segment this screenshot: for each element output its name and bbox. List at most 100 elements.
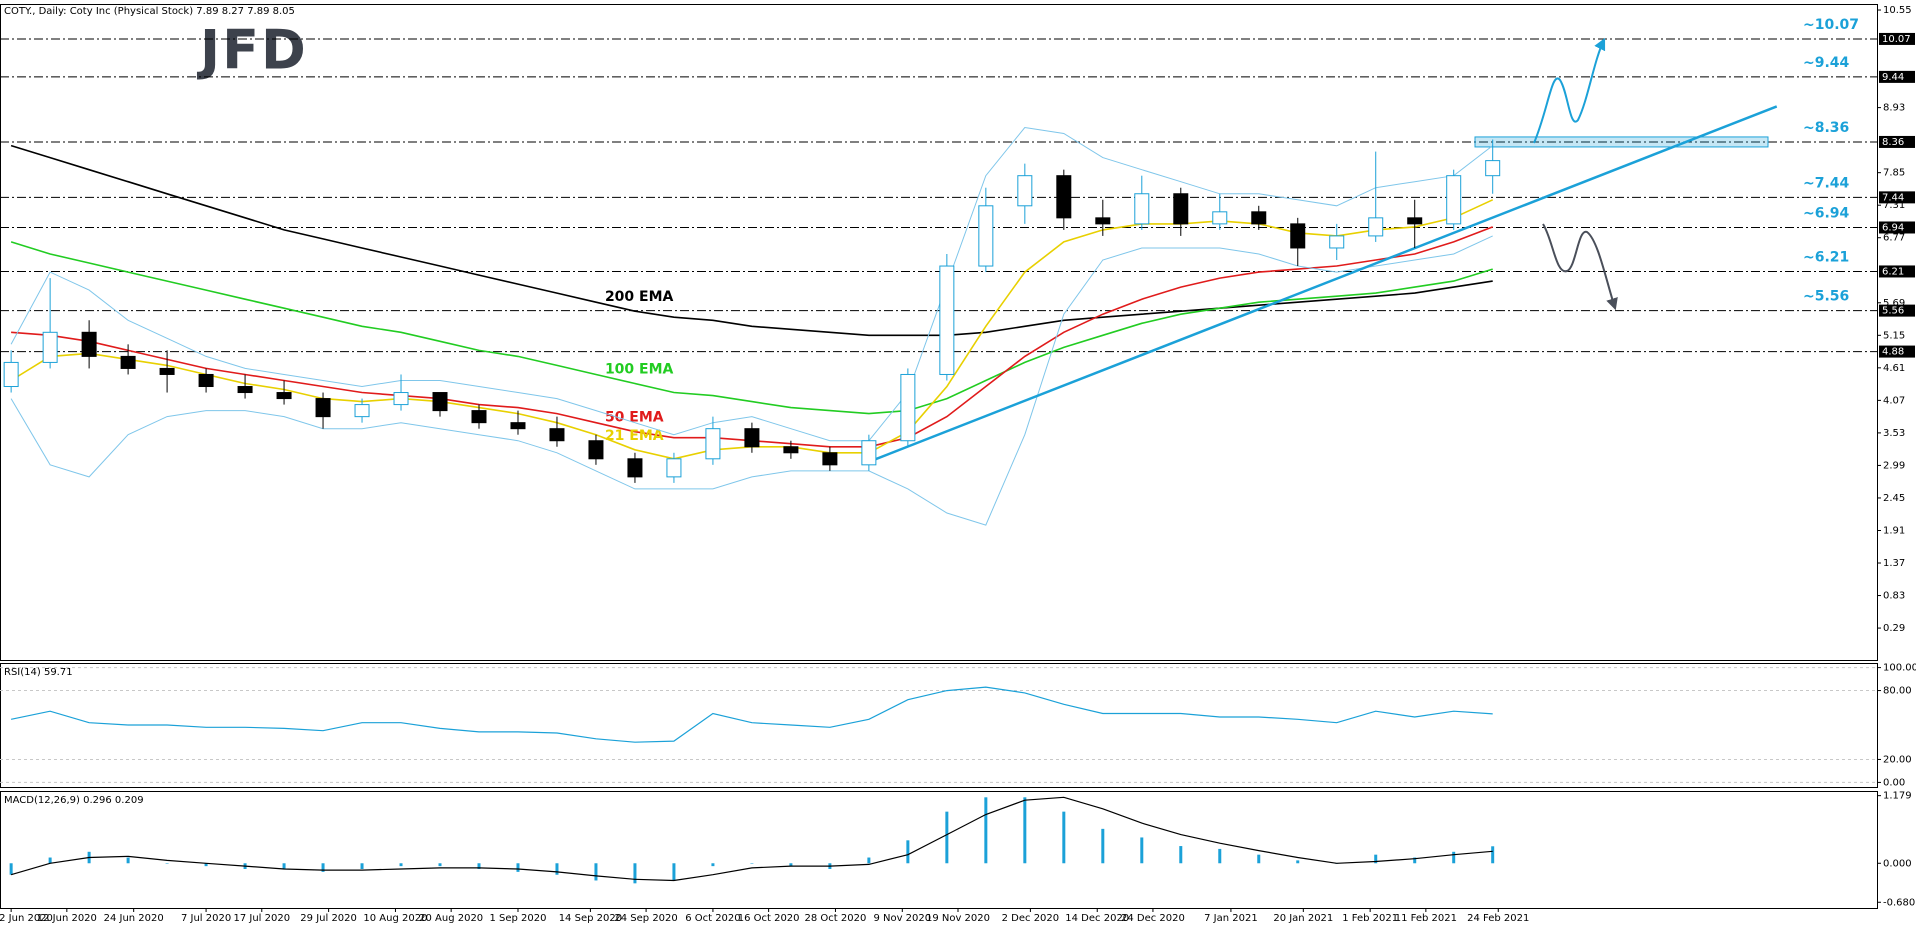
candle-body	[42, 331, 58, 363]
x-tick-label: 28 Oct 2020	[805, 913, 867, 924]
y-tick-label: 3.53	[1883, 428, 1905, 439]
y-tick-label: 1.179	[1883, 791, 1912, 802]
macd-histogram-bar	[555, 863, 559, 875]
candle-body	[1407, 217, 1423, 225]
candle-body	[432, 392, 448, 412]
candle-body	[1017, 175, 1033, 207]
candle-body	[666, 458, 682, 478]
macd-histogram-bar	[1179, 846, 1183, 864]
macd-histogram-bar	[360, 863, 364, 869]
y-tick-label: 2.99	[1883, 460, 1905, 471]
candle-body	[1212, 211, 1228, 225]
macd-histogram-bar	[1452, 851, 1456, 864]
macd-histogram-bar	[1374, 854, 1378, 864]
candle-body	[237, 386, 253, 394]
y-tick-label: 5.15	[1883, 330, 1905, 341]
x-tick-label: 20 Jan 2021	[1273, 913, 1333, 924]
chart-title: COTY., Daily: Coty Inc (Physical Stock) …	[4, 6, 295, 17]
y-tick-label: 4.61	[1883, 363, 1905, 374]
rsi-line	[10, 686, 1493, 743]
x-tick-label: 24 Sep 2020	[614, 913, 677, 924]
level-box-label: 8.36	[1882, 137, 1904, 148]
candle-body	[3, 361, 19, 388]
candle-body	[783, 446, 799, 454]
macd-histogram-bar	[633, 863, 637, 884]
y-tick-label: 5.69	[1883, 298, 1905, 309]
x-tick-label: 1 Feb 2021	[1342, 913, 1398, 924]
level-label: ~10.07	[1803, 17, 1859, 33]
candle-body	[393, 392, 409, 406]
macd-histogram-bar	[1257, 854, 1261, 864]
candle-body	[1368, 217, 1384, 237]
macd-histogram-bar	[1101, 828, 1105, 864]
y-tick-label: 2.45	[1883, 493, 1905, 504]
level-label: ~6.21	[1803, 249, 1849, 265]
level-box-label: 6.21	[1882, 266, 1904, 277]
x-tick-label: 7 Jul 2020	[181, 913, 231, 924]
level-label: ~6.94	[1803, 205, 1850, 221]
ema-line	[10, 144, 1493, 337]
candle-body	[120, 355, 136, 369]
chart-title: MACD(12,26,9) 0.296 0.209	[4, 795, 144, 806]
x-tick-label: 24 Dec 2020	[1121, 913, 1185, 924]
level-box-label: 6.94	[1882, 222, 1904, 233]
level-box-label: 10.07	[1882, 34, 1911, 45]
chart-title: RSI(14) 59.71	[4, 667, 73, 678]
series-label: 50 EMA	[605, 410, 664, 426]
x-tick-label: 12 Jun 2020	[37, 913, 97, 924]
macd-histogram-bar	[789, 863, 793, 867]
macd-histogram-bar	[906, 840, 910, 864]
y-tick-label: 20.00	[1883, 754, 1912, 765]
macd-histogram-bar	[711, 863, 715, 867]
x-tick-label: 6 Oct 2020	[685, 913, 740, 924]
macd-histogram-bar	[321, 863, 325, 872]
resistance-zone	[1474, 136, 1769, 148]
y-tick-label: 6.77	[1883, 233, 1905, 244]
candle-body	[861, 440, 877, 466]
candle-body	[354, 404, 370, 418]
y-tick-label: 7.31	[1883, 200, 1905, 211]
macd-histogram-bar	[1140, 837, 1144, 864]
candle-body	[276, 392, 292, 400]
level-box-label: 4.88	[1882, 347, 1904, 358]
candle-body	[1056, 175, 1072, 219]
panel-frame	[0, 791, 1878, 909]
candle-body	[1134, 193, 1150, 225]
candle-body	[1095, 217, 1111, 225]
macd-histogram-bar	[516, 863, 520, 872]
y-tick-label: 100.00	[1883, 663, 1916, 674]
x-tick-label: 29 Jul 2020	[300, 913, 357, 924]
candle-body	[705, 428, 721, 460]
macd-histogram-bar	[1062, 811, 1066, 864]
y-tick-label: 7.85	[1883, 168, 1905, 179]
macd-histogram-bar	[204, 863, 208, 867]
panel-frame	[0, 4, 1878, 661]
x-tick-label: 16 Oct 2020	[738, 913, 800, 924]
candle-body	[1173, 193, 1189, 225]
candle-body	[1329, 235, 1345, 249]
candle-body	[1251, 211, 1267, 225]
y-tick-label: -0.680	[1883, 897, 1915, 908]
candle-body	[627, 458, 643, 478]
macd-histogram-bar	[984, 797, 988, 864]
x-tick-label: 20 Aug 2020	[419, 913, 483, 924]
x-tick-label: 14 Dec 2020	[1065, 913, 1129, 924]
candle-body	[939, 265, 955, 375]
candle-body	[1290, 223, 1306, 249]
macd-histogram-bar	[126, 857, 130, 864]
x-tick-label: 19 Nov 2020	[926, 913, 990, 924]
level-label: ~8.36	[1803, 120, 1849, 136]
level-box	[1879, 221, 1915, 234]
candle-body	[510, 422, 526, 430]
level-box-label: 9.44	[1882, 72, 1904, 83]
series-label: 100 EMA	[605, 362, 674, 378]
level-box	[1879, 70, 1915, 83]
macd-histogram-bar	[1023, 797, 1027, 864]
macd-histogram-bar	[282, 863, 286, 869]
y-tick-label: 0.000	[1883, 858, 1912, 869]
macd-histogram-bar	[1491, 846, 1495, 864]
level-box	[1879, 265, 1915, 278]
x-tick-label: 2 Jun 2020	[0, 913, 53, 924]
candle-body	[978, 205, 994, 267]
level-box	[1879, 32, 1915, 45]
